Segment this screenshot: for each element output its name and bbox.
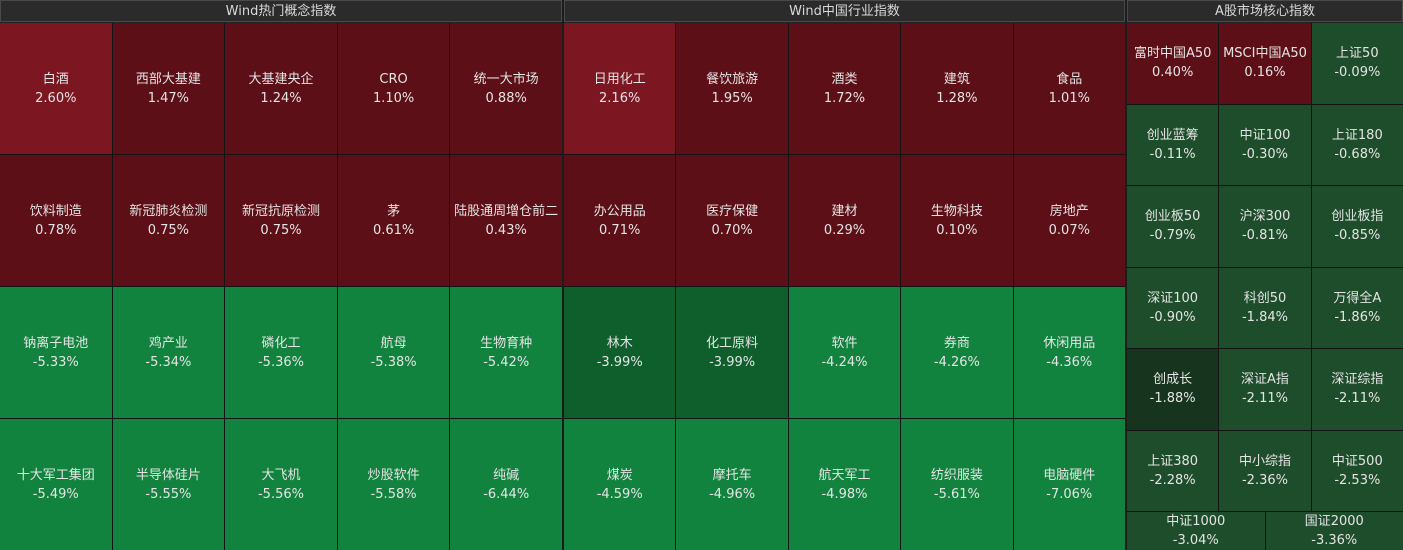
heatmap-tile[interactable]: 富时中国A50 0.40% — [1127, 23, 1219, 104]
industry-index-panel: Wind中国行业指数 日用化工 2.16% 餐饮旅游 1.95% 酒类 1.72% 建… — [564, 0, 1125, 550]
heatmap-tile[interactable]: 磷化工 -5.36% — [225, 287, 337, 418]
heatmap-tile[interactable]: 煤炭 -4.59% — [564, 419, 676, 550]
heatmap-tile[interactable]: 林木 -3.99% — [564, 287, 676, 418]
heatmap-tile[interactable]: 化工原料 -3.99% — [676, 287, 788, 418]
heatmap-tile[interactable]: 十大军工集团 -5.49% — [0, 419, 112, 550]
heatmap-tile[interactable]: 创业板50 -0.79% — [1127, 186, 1219, 267]
heatmap-tile[interactable]: 休闲用品 -4.36% — [1013, 287, 1125, 418]
heatmap-tile[interactable]: 券商 -4.26% — [901, 287, 1013, 418]
heatmap-tile[interactable]: 中证500 -2.53% — [1311, 430, 1403, 511]
heatmap-tile[interactable]: MSCI中国A50 0.16% — [1219, 23, 1311, 104]
heatmap-tile[interactable]: 科创50 -1.84% — [1219, 267, 1311, 348]
heatmap-tile[interactable]: 创业蓝筹 -0.11% — [1127, 104, 1219, 185]
core-heatmap-last-row: 中证1000 -3.04% 国证2000 -3.36% — [1127, 512, 1403, 550]
heatmap-tile[interactable]: 大基建央企 1.24% — [225, 23, 337, 154]
heatmap-tile[interactable]: 摩托车 -4.96% — [676, 419, 788, 550]
heatmap-tile[interactable]: 新冠肺炎检测 0.75% — [112, 155, 225, 286]
heatmap-tile[interactable]: 上证380 -2.28% — [1127, 430, 1219, 511]
heatmap-tile[interactable]: 炒股软件 -5.58% — [337, 419, 450, 550]
heatmap-tile[interactable]: 电脑硬件 -7.06% — [1013, 419, 1125, 550]
heatmap-tile[interactable]: 新冠抗原检测 0.75% — [225, 155, 337, 286]
industry-panel-title: Wind中国行业指数 — [564, 0, 1125, 22]
heatmap-tile[interactable]: 饮料制造 0.78% — [0, 155, 112, 286]
heatmap-tile[interactable]: 纺织服装 -5.61% — [901, 419, 1013, 550]
heatmap-tile[interactable]: 深证综指 -2.11% — [1311, 349, 1403, 430]
heatmap-tile[interactable]: 万得全A -1.86% — [1311, 267, 1403, 348]
heatmap-tile[interactable]: 纯碱 -6.44% — [450, 419, 562, 550]
heatmap-tile[interactable]: 中证1000 -3.04% — [1127, 512, 1265, 550]
heatmap-tile[interactable]: 创成长 -1.88% — [1127, 349, 1219, 430]
heatmap-tile[interactable]: 半导体硅片 -5.55% — [112, 419, 225, 550]
core-panel-title: A股市场核心指数 — [1127, 0, 1403, 22]
heatmap-tile[interactable]: 建材 0.29% — [788, 155, 901, 286]
concept-panel-title: Wind热门概念指数 — [0, 0, 562, 22]
core-index-panel: A股市场核心指数 富时中国A50 0.40% MSCI中国A50 0.16% 上证5… — [1127, 0, 1403, 550]
heatmap-tile[interactable]: 大飞机 -5.56% — [225, 419, 337, 550]
industry-heatmap: 日用化工 2.16% 餐饮旅游 1.95% 酒类 1.72% 建筑 1.28% 食品 1.… — [564, 23, 1125, 550]
heatmap-tile[interactable]: 日用化工 2.16% — [564, 23, 676, 154]
heatmap-tile[interactable]: 深证100 -0.90% — [1127, 267, 1219, 348]
heatmap-tile[interactable]: 钠离子电池 -5.33% — [0, 287, 112, 418]
heatmap-tile[interactable]: 西部大基建 1.47% — [112, 23, 225, 154]
heatmap-tile[interactable]: 软件 -4.24% — [788, 287, 901, 418]
core-heatmap: 富时中国A50 0.40% MSCI中国A50 0.16% 上证50 -0.09% 创… — [1127, 23, 1403, 550]
heatmap-tile[interactable]: CRO 1.10% — [337, 23, 450, 154]
concept-heatmap: 白酒 2.60% 西部大基建 1.47% 大基建央企 1.24% CRO 1.10% 统… — [0, 23, 562, 550]
heatmap-tile[interactable]: 酒类 1.72% — [788, 23, 901, 154]
heatmap-tile[interactable]: 航母 -5.38% — [337, 287, 450, 418]
heatmap-tile[interactable]: 生物育种 -5.42% — [450, 287, 562, 418]
concept-index-panel: Wind热门概念指数 白酒 2.60% 西部大基建 1.47% 大基建央企 1.24%… — [0, 0, 562, 550]
heatmap-tile[interactable]: 航天军工 -4.98% — [788, 419, 901, 550]
heatmap-tile[interactable]: 房地产 0.07% — [1013, 155, 1125, 286]
heatmap-tile[interactable]: 沪深300 -0.81% — [1219, 186, 1311, 267]
heatmap-tile[interactable]: 办公用品 0.71% — [564, 155, 676, 286]
heatmap-tile[interactable]: 国证2000 -3.36% — [1265, 512, 1403, 550]
heatmap-tile[interactable]: 生物科技 0.10% — [901, 155, 1013, 286]
heatmap-tile[interactable]: 中小综指 -2.36% — [1219, 430, 1311, 511]
heatmap-tile[interactable]: 中证100 -0.30% — [1219, 104, 1311, 185]
heatmap-tile[interactable]: 鸡产业 -5.34% — [112, 287, 225, 418]
heatmap-tile[interactable]: 食品 1.01% — [1013, 23, 1125, 154]
heatmap-tile[interactable]: 茅 0.61% — [337, 155, 450, 286]
heatmap-tile[interactable]: 白酒 2.60% — [0, 23, 112, 154]
heatmap-tile[interactable]: 建筑 1.28% — [901, 23, 1013, 154]
heatmap-tile[interactable]: 上证180 -0.68% — [1311, 104, 1403, 185]
heatmap-tile[interactable]: 上证50 -0.09% — [1311, 23, 1403, 104]
heatmap-tile[interactable]: 深证A指 -2.11% — [1219, 349, 1311, 430]
heatmap-tile[interactable]: 医疗保健 0.70% — [676, 155, 788, 286]
heatmap-tile[interactable]: 陆股通周增仓前二 0.43% — [450, 155, 562, 286]
heatmap-tile[interactable]: 统一大市场 0.88% — [450, 23, 562, 154]
heatmap-tile[interactable]: 餐饮旅游 1.95% — [676, 23, 788, 154]
heatmap-tile[interactable]: 创业板指 -0.85% — [1311, 186, 1403, 267]
